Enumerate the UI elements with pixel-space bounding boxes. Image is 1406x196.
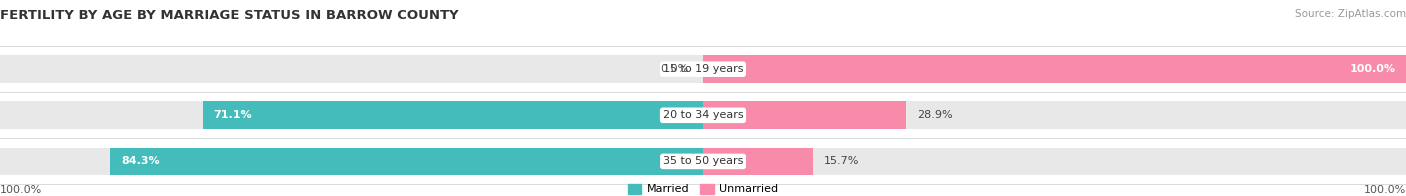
Text: 100.0%: 100.0% xyxy=(0,185,42,195)
Bar xyxy=(703,148,1406,175)
Text: 28.9%: 28.9% xyxy=(917,110,952,120)
Text: Source: ZipAtlas.com: Source: ZipAtlas.com xyxy=(1295,9,1406,19)
Text: 20 to 34 years: 20 to 34 years xyxy=(662,110,744,120)
Bar xyxy=(0,55,703,83)
Text: 84.3%: 84.3% xyxy=(121,156,159,166)
Text: 100.0%: 100.0% xyxy=(1364,185,1406,195)
Text: 15 to 19 years: 15 to 19 years xyxy=(662,64,744,74)
Text: 35 to 50 years: 35 to 50 years xyxy=(662,156,744,166)
Text: FERTILITY BY AGE BY MARRIAGE STATUS IN BARROW COUNTY: FERTILITY BY AGE BY MARRIAGE STATUS IN B… xyxy=(0,9,458,22)
Text: 15.7%: 15.7% xyxy=(824,156,859,166)
Bar xyxy=(703,148,813,175)
Legend: Married, Unmarried: Married, Unmarried xyxy=(627,184,779,194)
Text: 71.1%: 71.1% xyxy=(214,110,252,120)
Bar xyxy=(703,55,1406,83)
Bar xyxy=(0,102,703,129)
Bar xyxy=(110,148,703,175)
Bar xyxy=(204,102,703,129)
Bar xyxy=(0,148,703,175)
Text: 0.0%: 0.0% xyxy=(661,64,689,74)
Bar xyxy=(703,102,907,129)
Bar xyxy=(703,102,1406,129)
Text: 100.0%: 100.0% xyxy=(1350,64,1395,74)
Bar xyxy=(703,55,1406,83)
